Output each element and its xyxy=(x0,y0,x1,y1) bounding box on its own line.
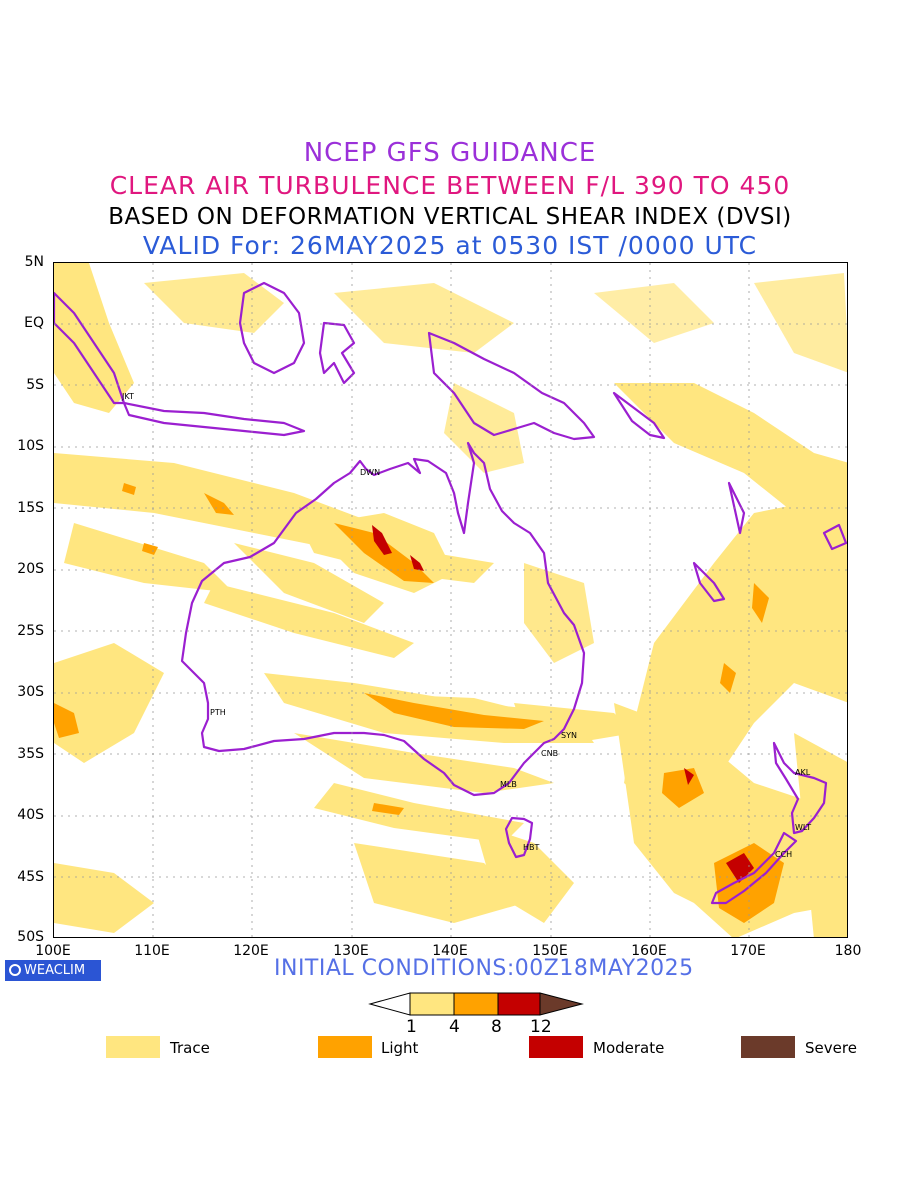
lat-label: 25S xyxy=(17,623,44,639)
lon-label: 160E xyxy=(631,943,667,959)
legend-label-severe: Severe xyxy=(805,1039,857,1057)
chart-title: NCEP GFS GUIDANCE xyxy=(303,138,597,168)
logo-text: WEACLIM xyxy=(24,963,86,978)
colorbar-moderate xyxy=(497,992,541,1016)
legend-swatch-moderate xyxy=(529,1036,583,1058)
city-label-melbourne: MLB xyxy=(500,780,517,789)
colorbar-level: 8 xyxy=(491,1017,502,1037)
city-label-canberra: CNB xyxy=(541,749,559,758)
initial-conditions: INITIAL CONDITIONS:00Z18MAY2025 xyxy=(274,956,694,981)
coastlines xyxy=(54,281,847,905)
lon-label: 100E xyxy=(35,943,71,959)
lat-label: 35S xyxy=(17,746,44,762)
legend-label-trace: Trace xyxy=(170,1039,210,1057)
lat-label: EQ xyxy=(24,315,44,331)
lat-label: 50S xyxy=(17,929,44,945)
lon-label: 180 xyxy=(834,943,862,959)
city-label-perth: PTH xyxy=(210,708,226,717)
city-label-christchurch: CCH xyxy=(775,850,793,859)
weaclim-logo: WEACLIM xyxy=(5,960,101,981)
trace-areas xyxy=(54,263,847,937)
index-description: BASED ON DEFORMATION VERTICAL SHEAR INDE… xyxy=(108,204,792,230)
colorbar-level: 12 xyxy=(530,1017,552,1037)
legend-swatch-severe xyxy=(741,1036,795,1058)
map-canvas xyxy=(54,263,847,937)
colorbar-level: 1 xyxy=(406,1017,417,1037)
lat-label: 45S xyxy=(17,869,44,885)
lat-label: 15S xyxy=(17,500,44,516)
legend-swatch-trace xyxy=(106,1036,160,1058)
colorbar xyxy=(368,992,584,1016)
colorbar-trace xyxy=(409,992,455,1016)
light-areas xyxy=(54,483,784,923)
city-label-auckland: AKL xyxy=(795,768,811,777)
colorbar-under-triangle xyxy=(368,992,411,1016)
valid-time: VALID For: 26MAY2025 at 0530 IST /0000 U… xyxy=(142,231,758,260)
product-subtitle: CLEAR AIR TURBULENCE BETWEEN F/L 390 TO … xyxy=(109,171,791,200)
legend-label-light: Light xyxy=(381,1039,419,1057)
colorbar-light xyxy=(453,992,499,1016)
lat-label: 30S xyxy=(17,684,44,700)
city-label-sydney: SYN xyxy=(561,731,577,740)
turbulence-map xyxy=(53,262,848,938)
colorbar-level: 4 xyxy=(449,1017,460,1037)
colorbar-severe-triangle xyxy=(539,992,584,1016)
city-label-darwin: DWN xyxy=(360,468,381,477)
lat-label: 20S xyxy=(17,561,44,577)
city-label-wellington: WLT xyxy=(795,823,812,832)
city-label-jakarta: JKT xyxy=(122,392,134,401)
lon-label: 110E xyxy=(134,943,170,959)
legend-swatch-light xyxy=(318,1036,372,1058)
grid-lines xyxy=(54,263,847,937)
lon-label: 130E xyxy=(333,943,369,959)
lat-label: 40S xyxy=(17,807,44,823)
lon-label: 120E xyxy=(233,943,269,959)
city-label-hobart: HBT xyxy=(523,843,540,852)
lat-label: 5N xyxy=(24,254,44,270)
lat-label: 10S xyxy=(17,438,44,454)
lon-label: 170E xyxy=(730,943,766,959)
logo-ring-icon xyxy=(9,964,21,976)
legend-label-moderate: Moderate xyxy=(593,1039,665,1057)
moderate-areas xyxy=(372,525,754,883)
lat-label: 5S xyxy=(26,377,44,393)
lon-label: 140E xyxy=(432,943,468,959)
lon-label: 150E xyxy=(532,943,568,959)
